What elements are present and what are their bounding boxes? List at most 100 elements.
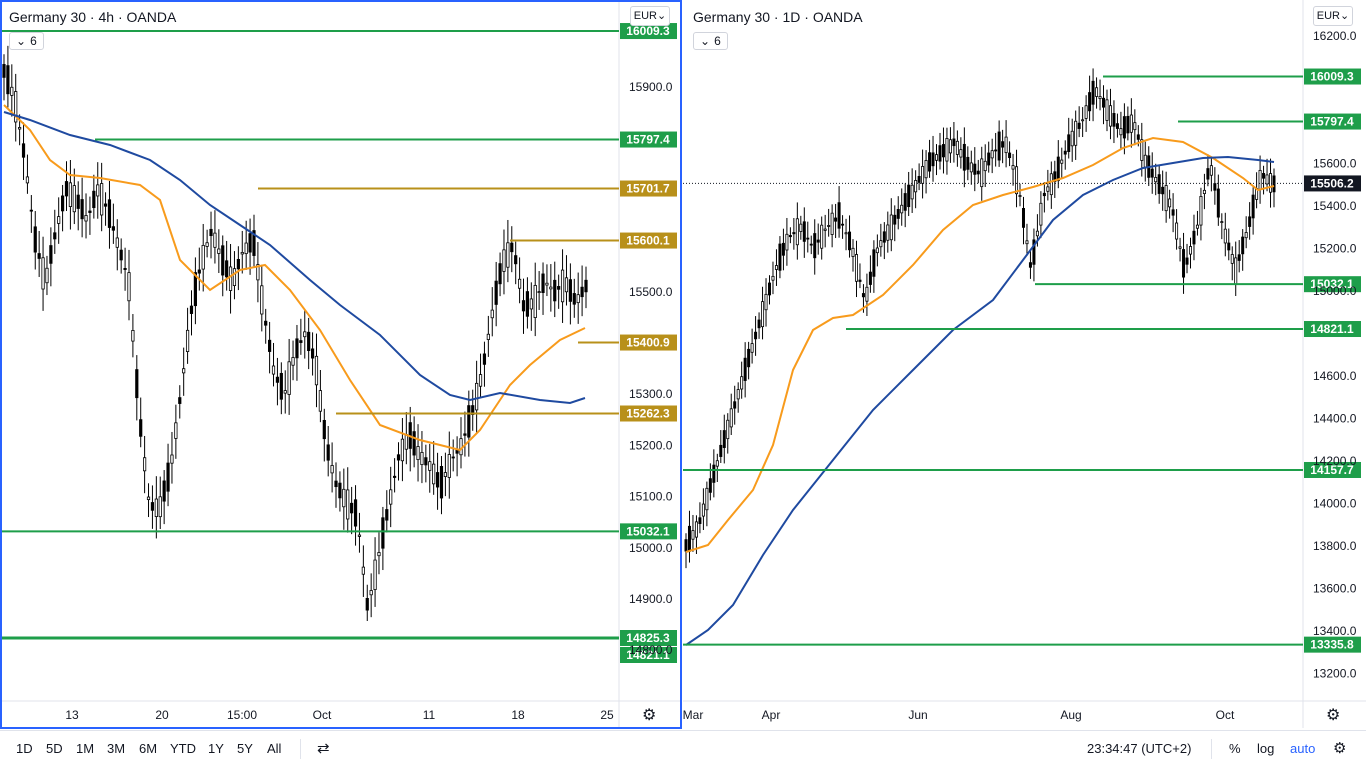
candle-body bbox=[917, 175, 921, 183]
candle-body bbox=[49, 245, 53, 264]
candle-body bbox=[719, 444, 723, 457]
auto-toggle[interactable]: auto bbox=[1290, 741, 1316, 756]
candle-body bbox=[983, 160, 987, 172]
candle-body bbox=[987, 152, 991, 166]
candle-body bbox=[1171, 209, 1175, 216]
candle-body bbox=[1060, 159, 1064, 164]
moving-average-slow[interactable] bbox=[3, 111, 586, 405]
price-scale-label: 15100.0 bbox=[629, 490, 673, 504]
currency-button[interactable]: EUR⌄ bbox=[1313, 6, 1353, 26]
gear-icon[interactable]: ⚙ bbox=[1326, 707, 1341, 724]
candle-body bbox=[287, 361, 291, 395]
candle-body bbox=[1251, 194, 1255, 219]
candle-body bbox=[123, 268, 127, 270]
clock-timezone[interactable]: 23:34:47 (UTC+2) bbox=[1087, 741, 1192, 756]
price-level-tag bbox=[1304, 113, 1361, 130]
range-6m[interactable]: 6M bbox=[139, 741, 158, 756]
price-scale-label: 14800.0 bbox=[629, 643, 673, 657]
indicators-toggle[interactable]: ⌄ 6 bbox=[693, 32, 728, 50]
price-level-tag bbox=[1304, 636, 1361, 653]
candle-body bbox=[1074, 120, 1078, 146]
chart-pane-1d[interactable]: 16009.3 15797.4 15506.2 15032.1 14821.1 14157… bbox=[683, 0, 1366, 728]
chart-canvas-4h[interactable]: 16009.3 15797.4 15701.7 15600.1 15400.9 15262… bbox=[0, 0, 682, 728]
candle-body bbox=[750, 343, 754, 353]
candle-body bbox=[498, 263, 502, 285]
candle-body bbox=[1102, 97, 1106, 108]
time-axis-label: 18 bbox=[511, 708, 525, 722]
candle-body bbox=[217, 248, 221, 254]
compare-calendar-icon[interactable]: ⇄ bbox=[317, 740, 330, 757]
chart-canvas-1d[interactable]: 16009.3 15797.4 15506.2 15032.1 14821.1 14157… bbox=[683, 0, 1366, 728]
candle-body bbox=[25, 176, 30, 184]
range-1m[interactable]: 1M bbox=[76, 741, 95, 756]
time-axis-label: 25 bbox=[600, 708, 614, 722]
currency-button[interactable]: EUR⌄ bbox=[630, 6, 670, 26]
price-level-tag bbox=[620, 180, 677, 197]
range-ytd[interactable]: YTD bbox=[170, 741, 196, 756]
candle-body bbox=[1056, 156, 1060, 182]
range-1d[interactable]: 1D bbox=[16, 741, 33, 756]
candle-body bbox=[486, 333, 490, 340]
candle-body bbox=[1168, 198, 1172, 208]
candle-body bbox=[792, 232, 796, 235]
price-scale-label: 13600.0 bbox=[1313, 582, 1357, 596]
candle-body bbox=[178, 397, 182, 404]
candle-body bbox=[910, 184, 914, 200]
candle-body bbox=[1008, 152, 1012, 159]
candle-body bbox=[244, 242, 248, 255]
candle-body bbox=[381, 517, 385, 549]
candle-body bbox=[928, 152, 932, 172]
candle-body bbox=[691, 530, 695, 540]
candle-body bbox=[900, 204, 904, 214]
candle-body bbox=[694, 521, 698, 538]
candle-body bbox=[1216, 188, 1220, 218]
chevron-down-icon: ⌄ bbox=[700, 34, 711, 48]
candle-body bbox=[103, 203, 108, 207]
candle-body bbox=[1258, 169, 1262, 190]
candle-body bbox=[889, 214, 893, 241]
candle-body bbox=[1077, 122, 1081, 129]
gear-icon[interactable]: ⚙ bbox=[642, 707, 657, 724]
chart-pane-4h[interactable]: 16009.3 15797.4 15701.7 15600.1 15400.9 15262… bbox=[0, 0, 682, 729]
range-5y[interactable]: 5Y bbox=[237, 741, 253, 756]
candle-body bbox=[389, 489, 393, 505]
price-scale-label: 15200.0 bbox=[629, 438, 673, 452]
moving-average-fast[interactable] bbox=[685, 136, 1275, 553]
price-level-tag bbox=[620, 647, 677, 663]
moving-average-slow[interactable] bbox=[685, 155, 1275, 646]
price-level-tag bbox=[620, 523, 677, 540]
moving-average-fast[interactable] bbox=[3, 104, 586, 452]
range-5d[interactable]: 5D bbox=[46, 741, 63, 756]
candle-body bbox=[1199, 196, 1203, 226]
range-1y[interactable]: 1Y bbox=[208, 741, 224, 756]
time-axis-label: Mar bbox=[683, 708, 703, 722]
candle-body bbox=[924, 160, 928, 179]
candle-body bbox=[771, 275, 775, 281]
candle-body bbox=[357, 534, 362, 537]
percent-toggle[interactable]: % bbox=[1229, 741, 1241, 756]
candle-body bbox=[275, 376, 280, 383]
candle-body bbox=[420, 452, 424, 466]
price-level-tag bbox=[620, 232, 677, 249]
currency-label: EUR bbox=[1316, 10, 1340, 22]
gear-icon[interactable]: ⚙ bbox=[1333, 740, 1347, 757]
candle-body bbox=[64, 181, 69, 197]
candle-body bbox=[1028, 262, 1032, 268]
candle-body bbox=[1067, 134, 1071, 153]
price-level-tag bbox=[620, 334, 677, 351]
candle-body bbox=[295, 338, 299, 359]
time-axis-label: Aug bbox=[1060, 708, 1081, 722]
chevron-down-icon: ⌄ bbox=[1340, 10, 1350, 22]
candle-body bbox=[827, 225, 831, 227]
candle-body bbox=[303, 331, 307, 338]
candle-body bbox=[1178, 246, 1182, 249]
log-toggle[interactable]: log bbox=[1257, 741, 1275, 756]
candle-body bbox=[459, 438, 463, 456]
candle-body bbox=[1185, 257, 1189, 265]
price-scale-label: 15900.0 bbox=[629, 80, 673, 94]
indicators-toggle[interactable]: ⌄ 6 bbox=[9, 32, 44, 50]
range-all[interactable]: All bbox=[267, 741, 282, 756]
candle-body bbox=[185, 329, 190, 352]
candle-body bbox=[111, 226, 115, 231]
range-3m[interactable]: 3M bbox=[107, 741, 126, 756]
